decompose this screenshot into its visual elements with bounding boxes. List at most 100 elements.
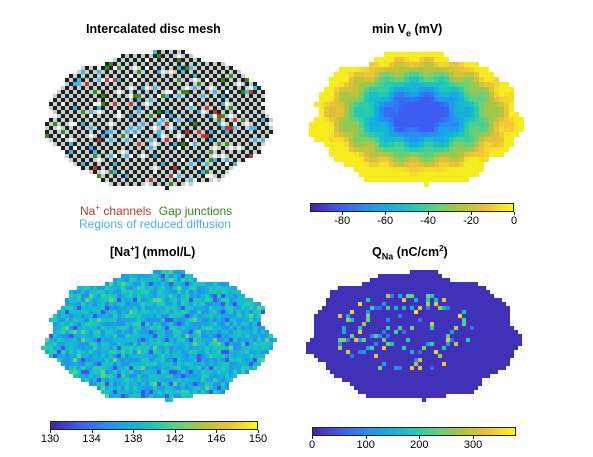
mesh-cell (69, 126, 73, 130)
ve-cell (484, 152, 489, 157)
qna-cell (422, 366, 426, 370)
na-cell (165, 270, 169, 274)
na-cell (113, 322, 117, 326)
ve-cell (509, 137, 514, 142)
na-cell (125, 286, 129, 290)
ve-cell (374, 167, 379, 172)
mesh-cell (173, 174, 177, 178)
ve-cell (344, 152, 349, 157)
mesh-cell (97, 114, 101, 118)
ve-cell (364, 87, 369, 92)
qna-cell (446, 346, 450, 350)
mesh-cell (161, 150, 165, 154)
mesh-cell (241, 86, 245, 90)
na-cell (157, 294, 161, 298)
na-cell (177, 326, 181, 330)
qna-cell (394, 286, 398, 290)
qna-cell (414, 350, 418, 354)
qna-cell (494, 326, 498, 330)
ve-cell (409, 142, 414, 147)
na-cell (261, 334, 265, 338)
mesh-cell (205, 106, 209, 110)
qna-cell (482, 362, 486, 366)
mesh-cell (177, 122, 181, 126)
ve-cell (444, 107, 449, 112)
mesh-cell (185, 74, 189, 78)
na-cell (161, 370, 165, 374)
mesh-cell (77, 114, 81, 118)
na-cell (125, 370, 129, 374)
qna-cell (438, 278, 442, 282)
qna-cell (426, 338, 430, 342)
na-cell (177, 382, 181, 386)
na-cell (261, 354, 265, 358)
qna-cell (338, 298, 342, 302)
mesh-cell (65, 86, 69, 90)
na-cell (157, 338, 161, 342)
na-cell (101, 294, 105, 298)
mesh-cell (133, 170, 137, 174)
na-cell (109, 382, 113, 386)
qna-cell (474, 318, 478, 322)
mesh-cell (81, 146, 85, 150)
qna-title-prefix: Q (372, 245, 382, 260)
mesh-cell (145, 70, 149, 74)
qna-cell (414, 318, 418, 322)
mesh-cell (97, 94, 101, 98)
ve-cell (489, 122, 494, 127)
na-cell (109, 286, 113, 290)
qna-cell (398, 278, 402, 282)
mesh-cell (241, 118, 245, 122)
mesh-cell (205, 134, 209, 138)
na-cell (213, 286, 217, 290)
mesh-cell (81, 98, 85, 102)
na-cell (249, 310, 253, 314)
mesh-cell (229, 134, 233, 138)
ve-cell (444, 82, 449, 87)
ve-cell (389, 97, 394, 102)
ve-cell (389, 172, 394, 177)
na-cell (193, 314, 197, 318)
qna-cell (354, 314, 358, 318)
ve-cell (319, 107, 324, 112)
qna-cell (402, 378, 406, 382)
mesh-cell (77, 118, 81, 122)
na-cell (133, 338, 137, 342)
na-cell (133, 286, 137, 290)
mesh-cell (133, 130, 137, 134)
ve-cell (429, 82, 434, 87)
ve-cell (354, 127, 359, 132)
na-cell (241, 362, 245, 366)
na-cell (205, 330, 209, 334)
ve-cell (419, 87, 424, 92)
mesh-cell (125, 98, 129, 102)
na-cell (169, 390, 173, 394)
mesh-cell (81, 78, 85, 82)
qna-cell (410, 334, 414, 338)
ve-cell (429, 152, 434, 157)
mesh-cell (205, 70, 209, 74)
mesh-cell (261, 126, 265, 130)
mesh-cell (157, 158, 161, 162)
mesh-cell (225, 138, 229, 142)
na-cell (245, 346, 249, 350)
qna-cell (334, 302, 338, 306)
ve-cell (384, 112, 389, 117)
mesh-cell (73, 138, 77, 142)
qna-cell (454, 314, 458, 318)
mesh-cell (173, 182, 177, 186)
ve-cell (494, 117, 499, 122)
qna-cell (406, 354, 410, 358)
na-cell (221, 386, 225, 390)
na-cell (157, 358, 161, 362)
na-cell (129, 314, 133, 318)
mesh-cell (153, 118, 157, 122)
qna-cell (374, 314, 378, 318)
mesh-cell (133, 98, 137, 102)
qna-cell (362, 358, 366, 362)
ve-cell (494, 77, 499, 82)
qna-cell (458, 322, 462, 326)
na-cell (113, 310, 117, 314)
mesh-cell (217, 106, 221, 110)
na-cell (221, 310, 225, 314)
